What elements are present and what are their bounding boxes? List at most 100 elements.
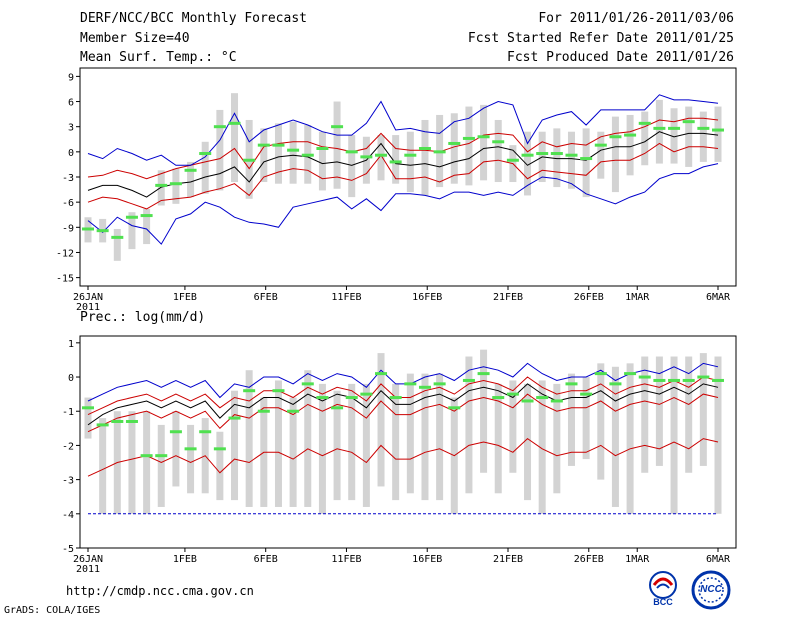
prec-observed-mark — [580, 392, 593, 396]
prec-range-box — [626, 363, 634, 514]
prec-observed-mark — [712, 378, 724, 382]
temp-range-box — [187, 161, 195, 198]
temp-observed-mark — [345, 150, 358, 154]
temp-y-tick-label: -9 — [62, 223, 74, 234]
prec-range-box — [480, 349, 488, 473]
prec-y-tick-label: 0 — [68, 373, 74, 384]
variable-label: Mean Surf. Temp.: °C — [80, 50, 237, 65]
prec-observed-mark — [96, 423, 109, 427]
prec-observed-mark — [638, 375, 651, 379]
temp-range-box — [494, 119, 502, 183]
prec-y-tick-label: -2 — [62, 441, 74, 452]
prec-range-box — [333, 390, 341, 501]
temp-observed-mark — [111, 235, 124, 239]
prec-x-tick-label: 11FEB — [331, 554, 361, 565]
temp-range-box — [392, 135, 400, 184]
temp-series-line-3 — [87, 94, 719, 166]
precip-title: Prec.: log(mm/d) — [80, 310, 206, 325]
prec-observed-mark — [199, 430, 212, 434]
prec-range-box — [245, 370, 253, 507]
temp-observed-mark — [477, 135, 490, 139]
ncc-logo: NCC — [690, 570, 732, 610]
temp-range-box — [626, 114, 634, 176]
temp-series-line-4 — [87, 163, 719, 245]
prec-observed-mark — [331, 406, 344, 410]
temp-x-tick-label: 1FEB — [173, 292, 197, 303]
temp-range-box — [670, 108, 678, 164]
grads-credit: GrADS: COLA/IGES — [4, 605, 101, 616]
temp-observed-mark — [389, 160, 402, 164]
temp-observed-mark — [140, 214, 153, 218]
prec-observed-mark — [301, 382, 314, 386]
temp-x-tick-label: 6FEB — [254, 292, 278, 303]
prec-observed-mark — [316, 396, 329, 400]
temp-range-box — [289, 121, 297, 184]
prec-y-tick-label: -3 — [62, 476, 74, 487]
ncc-logo-icon — [691, 570, 731, 610]
prec-y-tick-label: -1 — [62, 407, 74, 418]
prec-observed-mark — [389, 396, 402, 400]
prec-y-tick-label: -5 — [62, 544, 74, 555]
temp-range-box — [377, 135, 385, 181]
temp-series-line-1 — [87, 117, 719, 180]
prec-observed-mark — [140, 454, 153, 458]
temp-observed-mark — [301, 153, 314, 157]
temp-y-tick-label: 6 — [68, 98, 74, 109]
prec-range-box — [567, 373, 575, 466]
prec-observed-mark — [360, 392, 373, 396]
prec-series-line-4 — [87, 437, 719, 477]
temp-observed-mark — [418, 146, 431, 150]
temp-range-box — [201, 141, 209, 194]
prec-range-box — [670, 356, 678, 514]
temp-range-box — [172, 168, 180, 204]
prec-range-box — [524, 383, 532, 501]
source-url[interactable]: http://cmdp.ncc.cma.gov.cn — [66, 584, 254, 598]
temp-range-box — [611, 116, 619, 193]
temp-observed-mark — [316, 146, 329, 150]
ncc-logo-text: NCC — [700, 584, 722, 595]
temp-range-box — [318, 131, 326, 191]
prec-observed-mark — [82, 406, 94, 410]
temp-range-box — [582, 128, 590, 198]
prec-series-line-1 — [87, 376, 719, 416]
temp-range-box — [699, 111, 707, 162]
temp-observed-mark — [82, 227, 94, 231]
chart-title: DERF/NCC/BCC Monthly Forecast — [80, 11, 307, 26]
temp-observed-mark — [155, 183, 168, 187]
temp-observed-mark — [375, 153, 388, 157]
temp-y-tick-label: -3 — [62, 173, 74, 184]
forecast-period: For 2011/01/26-2011/03/06 — [538, 11, 734, 26]
temp-observed-mark — [360, 155, 373, 159]
temp-range-box — [157, 170, 165, 206]
prec-range-box — [362, 383, 370, 507]
temp-range-box — [274, 123, 282, 184]
prec-observed-mark — [213, 447, 226, 451]
temp-range-box — [641, 111, 649, 166]
prec-observed-mark — [448, 406, 461, 410]
prec-x-tick-label: 1MAR — [625, 554, 650, 565]
temp-x-tick-label: 16FEB — [412, 292, 442, 303]
prec-range-box — [465, 356, 473, 494]
prec-observed-mark — [345, 396, 358, 400]
prec-range-box — [231, 390, 239, 501]
temp-observed-mark — [653, 126, 666, 130]
prec-range-box — [406, 373, 414, 494]
temp-range-box — [333, 101, 341, 189]
prec-x-year-label: 2011 — [76, 564, 100, 575]
prec-range-box — [84, 397, 92, 439]
prec-x-tick-label: 26FEB — [574, 554, 604, 565]
temp-range-box — [714, 106, 722, 162]
temp-observed-mark — [331, 125, 344, 129]
temp-observed-mark — [682, 120, 695, 124]
temp-y-tick-label: -15 — [56, 274, 74, 285]
prec-observed-mark — [550, 399, 563, 403]
temp-observed-mark — [199, 152, 212, 156]
temp-observed-mark — [433, 150, 446, 154]
bcc-logo-icon — [649, 571, 677, 599]
prec-range-box — [582, 377, 590, 460]
temp-observed-mark — [272, 143, 285, 147]
prec-x-tick-label: 6MAR — [706, 554, 731, 565]
temp-series-line-2 — [87, 142, 719, 210]
temp-range-box — [143, 208, 151, 245]
prec-range-box — [216, 431, 224, 501]
